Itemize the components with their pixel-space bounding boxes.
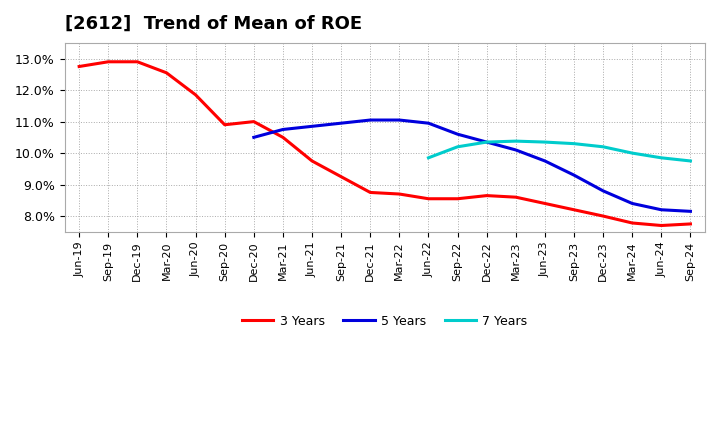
Legend: 3 Years, 5 Years, 7 Years: 3 Years, 5 Years, 7 Years xyxy=(237,310,532,333)
3 Years xyxy=(104,59,112,64)
3 Years xyxy=(424,196,433,202)
3 Years xyxy=(192,92,200,98)
3 Years xyxy=(599,213,608,219)
5 Years xyxy=(337,121,346,126)
5 Years xyxy=(366,117,374,123)
5 Years xyxy=(511,147,520,153)
7 Years xyxy=(511,139,520,144)
3 Years xyxy=(366,190,374,195)
7 Years xyxy=(454,144,462,150)
5 Years xyxy=(250,135,258,140)
3 Years xyxy=(75,64,84,69)
5 Years xyxy=(482,139,491,145)
3 Years xyxy=(657,223,666,228)
7 Years xyxy=(541,139,549,145)
Line: 7 Years: 7 Years xyxy=(428,141,690,161)
7 Years xyxy=(686,158,695,164)
5 Years xyxy=(279,127,287,132)
3 Years xyxy=(628,220,636,226)
5 Years xyxy=(628,201,636,206)
5 Years xyxy=(570,172,578,178)
3 Years xyxy=(162,70,171,75)
3 Years xyxy=(570,207,578,213)
7 Years xyxy=(482,139,491,145)
3 Years xyxy=(395,191,404,197)
3 Years xyxy=(250,119,258,124)
Text: [2612]  Trend of Mean of ROE: [2612] Trend of Mean of ROE xyxy=(65,15,361,33)
3 Years xyxy=(541,201,549,206)
5 Years xyxy=(599,188,608,194)
3 Years xyxy=(307,158,316,164)
5 Years xyxy=(657,207,666,213)
3 Years xyxy=(511,194,520,200)
7 Years xyxy=(657,155,666,161)
5 Years xyxy=(395,117,404,123)
Line: 5 Years: 5 Years xyxy=(254,120,690,211)
5 Years xyxy=(424,121,433,126)
3 Years xyxy=(220,122,229,128)
5 Years xyxy=(307,124,316,129)
5 Years xyxy=(541,158,549,164)
3 Years xyxy=(482,193,491,198)
3 Years xyxy=(133,59,142,64)
3 Years xyxy=(337,174,346,180)
7 Years xyxy=(599,144,608,150)
7 Years xyxy=(570,141,578,146)
5 Years xyxy=(686,209,695,214)
7 Years xyxy=(424,155,433,161)
Line: 3 Years: 3 Years xyxy=(79,62,690,226)
3 Years xyxy=(686,221,695,227)
3 Years xyxy=(279,135,287,140)
5 Years xyxy=(454,132,462,137)
7 Years xyxy=(628,150,636,156)
3 Years xyxy=(454,196,462,202)
